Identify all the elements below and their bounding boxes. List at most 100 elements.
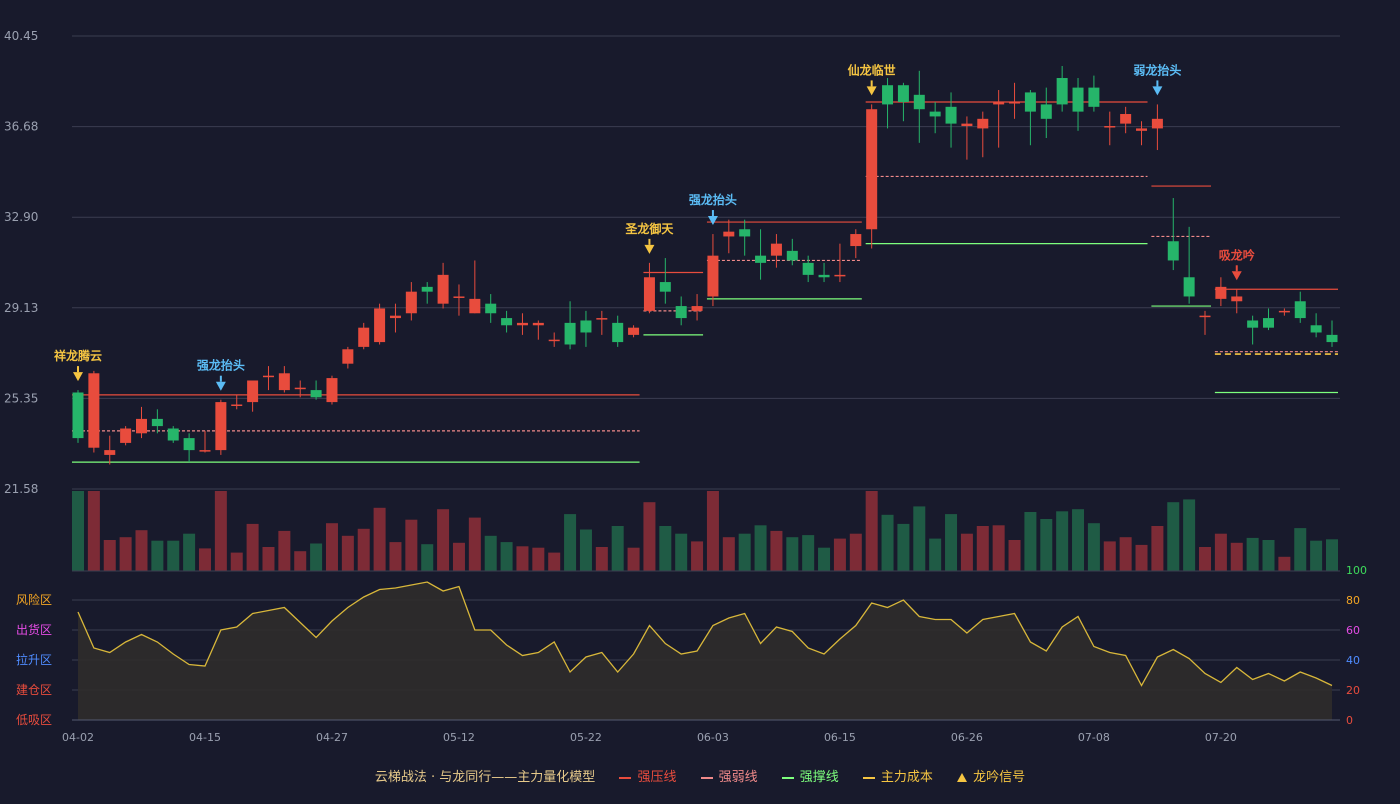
- volume-bar: [691, 541, 704, 571]
- volume-bar: [421, 544, 434, 571]
- volume-bar: [1087, 523, 1100, 571]
- candle: [342, 346, 354, 369]
- candle: [548, 332, 560, 347]
- osc-tick-label: 60: [1346, 624, 1360, 637]
- signal-label: 吸龙吟: [1219, 247, 1255, 262]
- legend-item-signal[interactable]: 龙吟信号: [957, 770, 1025, 785]
- legend-item-strong-weak[interactable]: 强弱线: [700, 770, 758, 785]
- candle: [374, 303, 386, 345]
- candle: [501, 310, 513, 333]
- candle: [405, 282, 417, 321]
- volume-bar: [1072, 509, 1085, 571]
- candle-body: [1151, 118, 1163, 129]
- candle: [294, 380, 306, 398]
- volume-bar: [548, 552, 561, 571]
- candle-body: [326, 378, 338, 403]
- volume-bar: [1230, 542, 1243, 571]
- candle: [421, 282, 433, 304]
- candle-body: [1040, 104, 1052, 119]
- volume-bar: [262, 547, 275, 571]
- candle: [1056, 66, 1068, 112]
- candle: [88, 370, 100, 453]
- volume-bar: [500, 542, 513, 571]
- candle-body: [516, 322, 528, 326]
- signal-label: 仙龙临世: [848, 62, 896, 77]
- candle: [1104, 111, 1116, 146]
- volume-bar: [437, 509, 450, 571]
- legend-marker-strong-weak: [700, 776, 713, 779]
- volume-bar: [754, 525, 767, 571]
- volume-bar: [1040, 519, 1053, 571]
- legend-label-signal: 龙吟信号: [973, 770, 1026, 785]
- candle-body: [659, 282, 671, 292]
- candle: [1088, 75, 1100, 112]
- candle-body: [882, 85, 894, 105]
- volume-bar: [468, 517, 481, 571]
- candle-body: [1120, 114, 1132, 124]
- candle: [1040, 87, 1052, 139]
- volume-bar: [913, 506, 926, 571]
- candle-body: [707, 255, 719, 297]
- candle: [247, 380, 259, 412]
- osc-zone-label: 建仓区: [16, 683, 52, 697]
- legend-item-strong-pressure[interactable]: 强压线: [619, 770, 676, 785]
- volume-bar: [1246, 537, 1259, 571]
- volume-bar: [357, 528, 370, 571]
- candle: [199, 430, 211, 453]
- x-tick-label: 05-12: [443, 731, 475, 744]
- candle: [532, 320, 544, 340]
- volume-bar: [183, 533, 196, 571]
- x-tick-label: 04-15: [189, 731, 221, 744]
- candle-body: [135, 418, 147, 434]
- volume-bar: [389, 542, 402, 571]
- volume-bar: [1103, 541, 1116, 571]
- candle-body: [389, 315, 401, 319]
- signal-arrow-icon: [644, 244, 655, 254]
- candle: [104, 435, 116, 465]
- volume-bar: [659, 526, 672, 571]
- candle: [691, 294, 703, 321]
- candle: [913, 70, 925, 143]
- volume-bar: [405, 519, 418, 571]
- candle: [659, 258, 671, 304]
- signal-marker: 弱龙抬头: [1133, 62, 1181, 96]
- legend-marker-strong-support: [781, 776, 794, 779]
- signal-arrow-icon: [1152, 86, 1163, 96]
- candle-body: [850, 234, 862, 247]
- x-tick-label: 07-20: [1205, 731, 1237, 744]
- x-axis: 04-02 04-15 04-27 05-12 05-22 06-03 06-15 06-26…: [62, 731, 1237, 744]
- volume-bar: [627, 547, 640, 571]
- volume-bar: [452, 542, 465, 571]
- candle-body: [104, 450, 116, 455]
- oscillator-area: [78, 582, 1332, 720]
- y-tick-label: 29.13: [4, 301, 38, 315]
- candle-body: [770, 243, 782, 256]
- candle-body: [961, 123, 973, 127]
- x-tick-label: 06-26: [951, 731, 983, 744]
- legend-item-main-cost[interactable]: 主力成本: [862, 770, 933, 785]
- osc-tick-label: 100: [1346, 564, 1367, 577]
- candle: [802, 255, 814, 283]
- signal-label: 圣龙御天: [624, 221, 674, 236]
- candle: [516, 313, 528, 335]
- candle-body: [675, 306, 687, 319]
- price-grid: 40.45 36.68 32.90 29.13 25.35 21.58: [4, 29, 1340, 496]
- candle: [1120, 106, 1132, 134]
- candle-body: [548, 339, 560, 342]
- candle-body: [977, 118, 989, 129]
- legend-item-strong-support[interactable]: 强撑线: [781, 770, 839, 785]
- candle-body: [1247, 320, 1259, 328]
- candle: [183, 433, 195, 463]
- volume-bar: [1119, 537, 1132, 571]
- volume-bar: [786, 537, 799, 571]
- volume-bar: [1278, 556, 1291, 571]
- volume-bar: [897, 523, 910, 571]
- candle: [262, 366, 274, 391]
- volume-bar: [516, 546, 529, 571]
- y-tick-label: 36.68: [4, 120, 38, 134]
- signal-marker: 仙龙临世: [848, 62, 896, 96]
- volume-bar: [849, 533, 862, 571]
- candle: [389, 303, 401, 333]
- candle-body: [691, 306, 703, 311]
